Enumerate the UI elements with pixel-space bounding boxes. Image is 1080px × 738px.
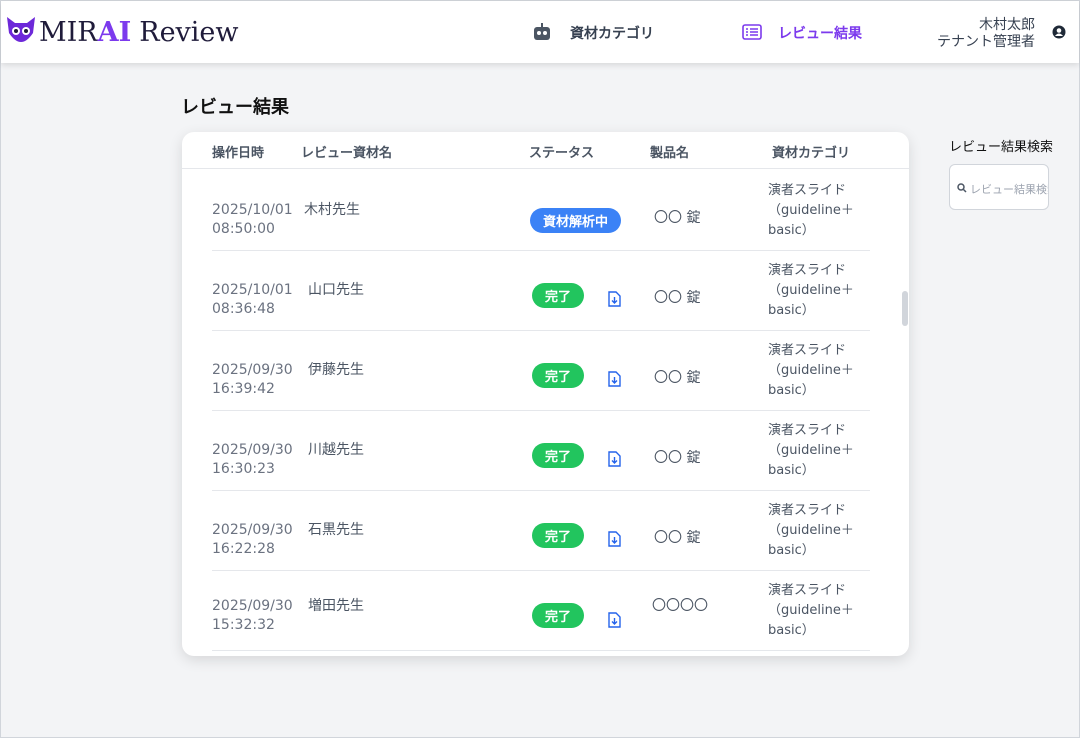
datetime: 2025/10/01 08:50:00	[212, 202, 293, 237]
product-name: 〇〇 錠	[654, 370, 701, 386]
product-name: 〇〇 錠	[654, 530, 701, 546]
status-badge: 完了	[532, 443, 585, 468]
user-icon[interactable]	[1052, 25, 1066, 39]
divider	[182, 168, 909, 169]
robot-icon	[534, 23, 550, 40]
user-role: テナント管理者	[937, 34, 1035, 50]
column-header: 製品名	[650, 146, 690, 161]
status-badge: 完了	[532, 283, 585, 308]
search-placeholder: レビュー結果検索	[970, 183, 1048, 196]
nav-link[interactable]: 資材カテゴリ	[570, 26, 654, 42]
category: 演者スライド（guideline＋basic）	[768, 583, 854, 638]
material-name: 増田先生	[308, 598, 364, 614]
user-name: 木村太郎	[979, 17, 1035, 33]
category: 演者スライド（guideline＋basic）	[768, 263, 854, 318]
nav-link[interactable]: レビュー結果	[778, 26, 862, 42]
table-row[interactable]: 2025/10/01 08:36:48 山口先生 完了 〇〇 錠 演者スライド（guid…	[212, 251, 870, 331]
column-header: 資材カテゴリ	[772, 146, 851, 161]
column-header: レビュー資材名	[301, 146, 393, 161]
logo-icon	[7, 17, 35, 42]
search-icon	[957, 183, 967, 193]
status-badge: 資材解析中	[530, 208, 622, 233]
column-header: ステータス	[529, 146, 595, 161]
status-badge: 完了	[532, 523, 585, 548]
material-name: 石黒先生	[308, 522, 364, 538]
download-icon[interactable]	[607, 531, 621, 547]
download-icon[interactable]	[607, 291, 621, 307]
product-name: 〇〇 錠	[654, 450, 701, 466]
datetime: 2025/10/01 08:36:48	[212, 282, 293, 317]
status-badge: 完了	[532, 603, 585, 628]
list-icon	[742, 24, 762, 40]
datetime: 2025/09/30 16:30:23	[212, 442, 293, 477]
logo[interactable]: MIRAI Review	[39, 17, 239, 48]
table-row[interactable]: 2025/10/01 08:50:00 木村先生 資材解析中 〇〇 錠 演者スライド（g…	[212, 171, 870, 251]
product-name: 〇〇 錠	[654, 290, 701, 306]
material-name: 川越先生	[308, 442, 364, 458]
header: MIRAI Review 資材カテゴリ レビュー結果 木村太郎 テナント管理者	[1, 1, 1079, 63]
category: 演者スライド（guideline＋basic）	[768, 343, 854, 398]
material-name: 伊藤先生	[308, 362, 364, 378]
search-input[interactable]: レビュー結果検索	[949, 164, 1049, 210]
category: 演者スライド（guideline＋basic）	[768, 503, 854, 558]
download-icon[interactable]	[607, 371, 621, 387]
datetime: 2025/09/30 15:32:32	[212, 598, 293, 633]
table-row[interactable]: 2025/09/30 15:32:32 増田先生 完了 〇〇〇〇 演者スライド（guid…	[212, 571, 870, 651]
results-table: 操作日時 レビュー資材名 ステータス 製品名 資材カテゴリ 2025/10/01 08:5…	[182, 132, 909, 656]
category: 演者スライド（guideline＋basic）	[768, 423, 854, 478]
status-badge: 完了	[532, 363, 585, 388]
search-label: レビュー結果検索	[949, 140, 1054, 155]
page-title: レビュー結果	[181, 97, 289, 118]
material-name: 木村先生	[304, 202, 360, 218]
logo-text: AI	[97, 17, 132, 48]
table-row[interactable]: 2025/09/30 16:39:42 伊藤先生 完了 〇〇 錠 演者スライド（guid…	[212, 331, 870, 411]
download-icon[interactable]	[607, 612, 621, 628]
datetime: 2025/09/30 16:22:28	[212, 522, 293, 557]
datetime: 2025/09/30 16:39:42	[212, 362, 293, 397]
logo-text: MIR	[39, 17, 98, 48]
table-row[interactable]: 2025/09/30 16:30:23 川越先生 完了 〇〇 錠 演者スライド（guid…	[212, 411, 870, 491]
product-name: 〇〇〇〇	[652, 598, 708, 614]
scrollbar[interactable]	[902, 291, 908, 326]
user-info[interactable]: 木村太郎 テナント管理者	[937, 17, 1035, 51]
table-row[interactable]: 2025/09/30 16:22:28 石黒先生 完了 〇〇 錠 演者スライド（guid…	[212, 491, 870, 571]
category: 演者スライド（guideline＋basic）	[768, 183, 854, 238]
material-name: 山口先生	[308, 282, 364, 298]
download-icon[interactable]	[607, 451, 621, 467]
product-name: 〇〇 錠	[654, 210, 701, 226]
column-header: 操作日時	[212, 146, 265, 161]
logo-text: Review	[139, 17, 239, 48]
